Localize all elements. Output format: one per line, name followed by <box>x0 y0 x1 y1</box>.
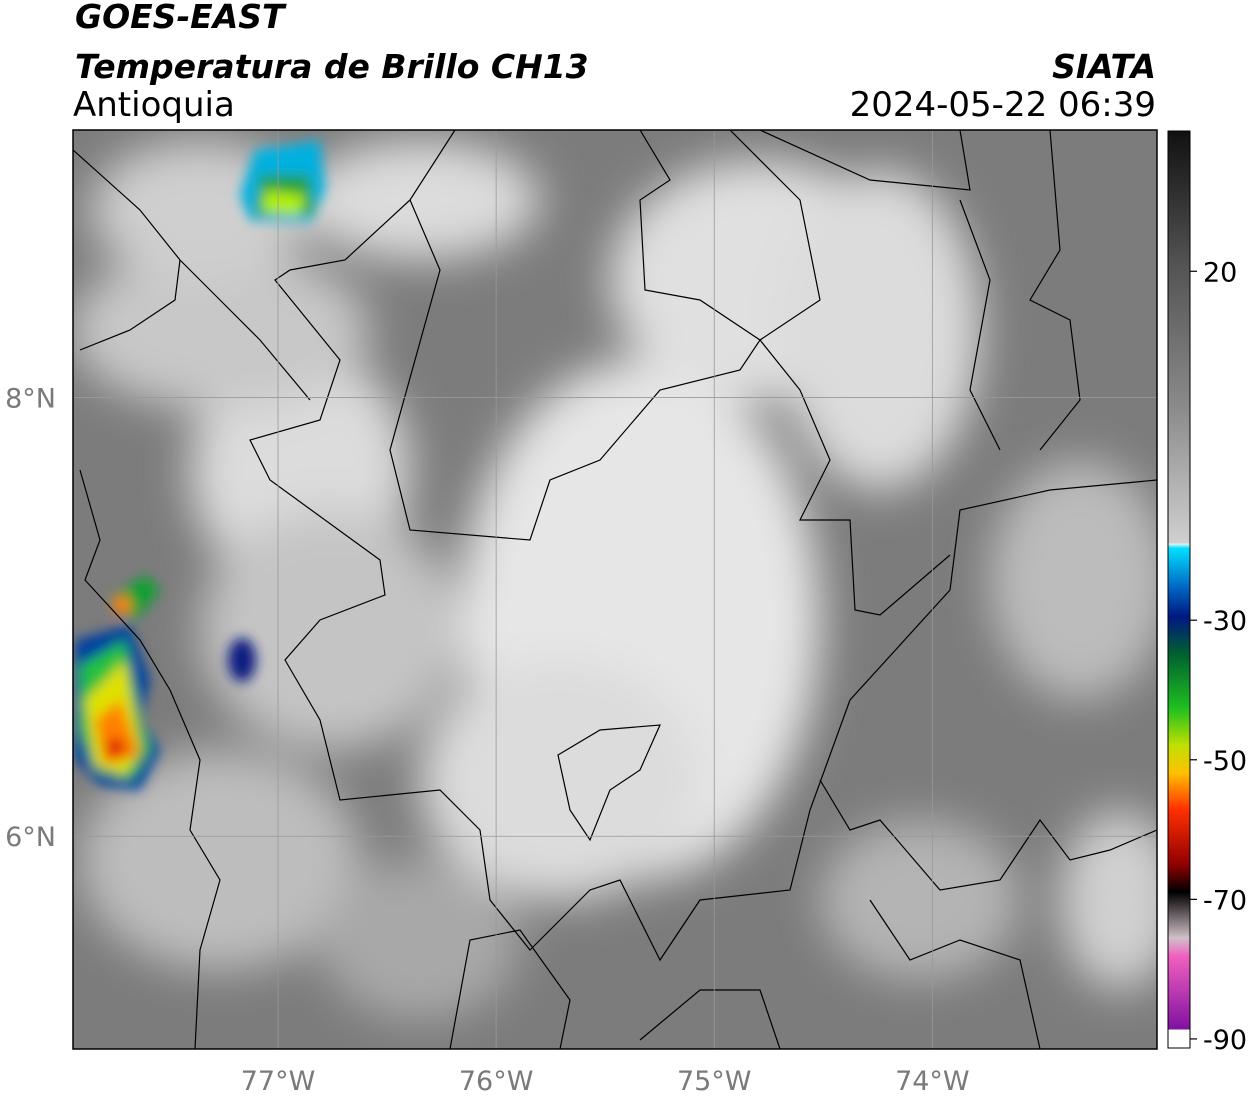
title: GOES-EAST <box>75 0 287 36</box>
colorbar-tick-label: -30 <box>1203 606 1247 637</box>
lon-tick-label: 74°W <box>895 1066 970 1097</box>
colorbar-tick-label: 20 <box>1203 257 1237 288</box>
lat-tick-label: 6°N <box>5 822 56 853</box>
source: SIATA <box>1052 47 1156 86</box>
satellite-image <box>73 130 1157 1049</box>
datetime: 2024-05-22 06:39 <box>850 85 1156 125</box>
lon-tick-label: 77°W <box>241 1066 316 1097</box>
subtitle: Temperatura de Brillo CH13 <box>75 47 589 86</box>
map-frame <box>72 129 1158 1050</box>
colorbar <box>1167 130 1191 1049</box>
grid <box>73 130 1157 1049</box>
colorbar-tick-label: -50 <box>1203 746 1247 777</box>
lon-tick-label: 75°W <box>677 1066 752 1097</box>
colorbar-tick-label: -70 <box>1203 885 1247 916</box>
lon-tick-label: 76°W <box>459 1066 534 1097</box>
lat-tick-label: 8°N <box>5 384 56 415</box>
colorbar-tick-label: -90 <box>1203 1025 1247 1056</box>
region: Antioquia <box>73 85 235 125</box>
boundaries <box>73 130 1157 1049</box>
